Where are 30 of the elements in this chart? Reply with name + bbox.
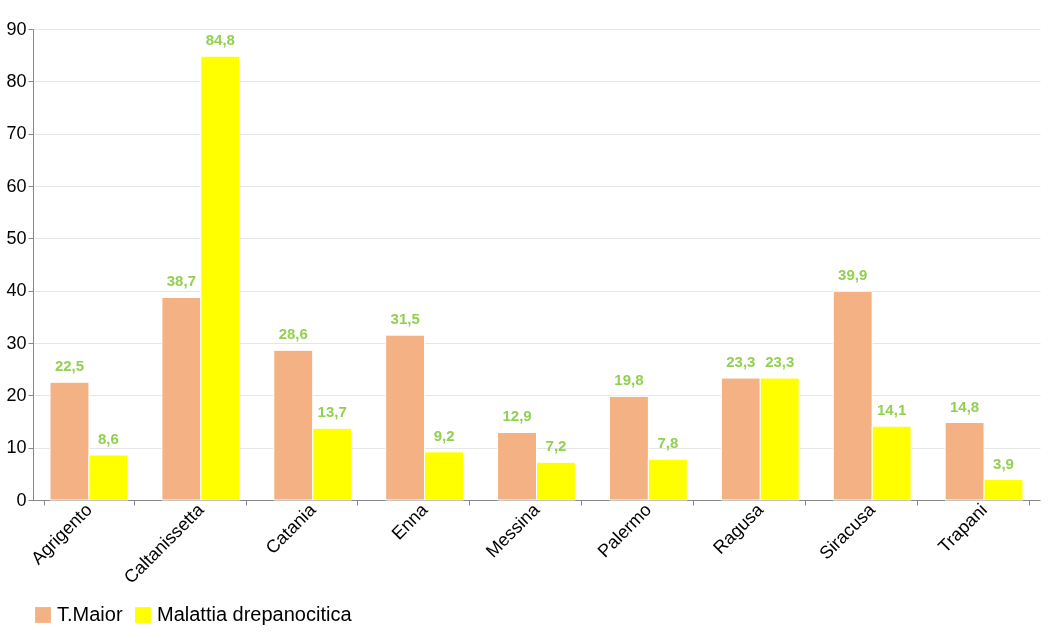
y-tick-label: 20: [6, 384, 27, 405]
data-label: 13,7: [317, 403, 347, 421]
data-label: 23,3: [726, 353, 756, 371]
legend-label: T.Maior: [57, 603, 123, 625]
y-tick-label: 80: [6, 70, 27, 91]
data-label: 7,8: [657, 434, 679, 452]
data-label: 28,6: [278, 325, 308, 343]
data-label: 7,2: [545, 437, 567, 455]
data-label: 9,2: [433, 426, 455, 444]
data-label: 8,6: [97, 429, 119, 447]
legend-label: Malattia drepanocitica: [157, 603, 353, 625]
y-tick-label: 70: [6, 123, 27, 144]
y-tick-label: 40: [6, 280, 27, 301]
data-label: 23,3: [765, 353, 795, 371]
data-label: 19,8: [614, 371, 644, 389]
data-label: 12,9: [502, 407, 532, 425]
data-label: 31,5: [390, 310, 420, 328]
y-tick-label: 30: [6, 332, 27, 353]
y-tick-label: 90: [6, 18, 27, 39]
data-label: 3,9: [993, 454, 1014, 472]
data-label: 14,8: [950, 397, 980, 415]
data-label: 14,1: [877, 401, 907, 419]
data-label: 22,5: [54, 357, 85, 375]
y-tick-label: 50: [6, 227, 27, 248]
y-tick-label: 10: [6, 437, 27, 458]
y-tick-label: 60: [6, 175, 27, 196]
y-tick-label: 0: [16, 489, 27, 510]
data-label: 39,9: [838, 266, 868, 284]
data-label: 84,8: [205, 31, 235, 49]
data-label: 38,7: [166, 272, 196, 290]
